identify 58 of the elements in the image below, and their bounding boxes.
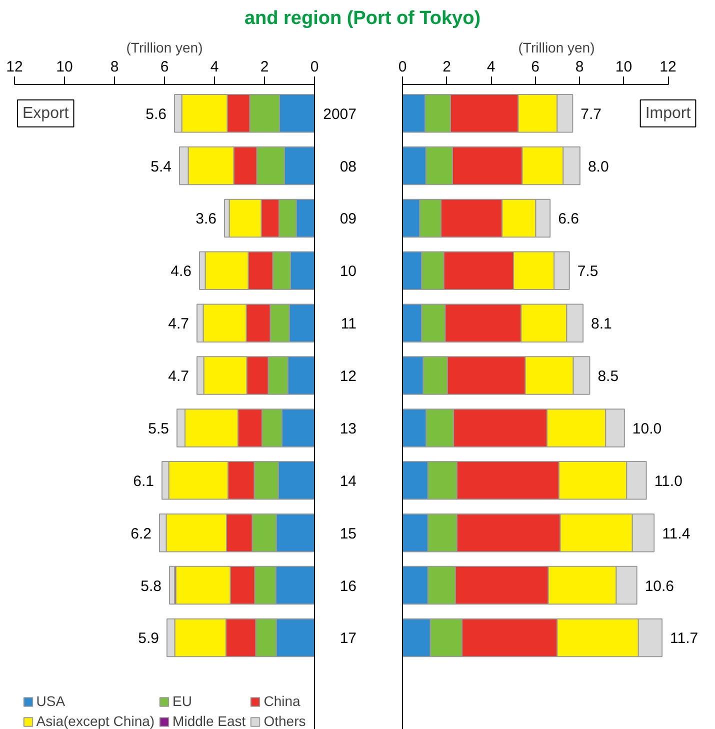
total-label: 7.7: [580, 106, 602, 123]
total-label: 10.6: [644, 578, 674, 595]
y-tick-label: 2007: [323, 106, 357, 123]
legend-label: EU: [172, 693, 193, 709]
total-label: 4.6: [170, 263, 192, 280]
total-label: 6.6: [558, 210, 579, 228]
annotation: Import: [645, 104, 692, 122]
x-tick-label: 12: [6, 58, 23, 76]
total-label: 5.4: [150, 158, 172, 176]
y-tick-label: 09: [340, 210, 357, 228]
total-label: 11.7: [670, 630, 698, 648]
x-axis-title: (Trillion yen): [518, 40, 595, 56]
x-tick-label: 2: [260, 58, 269, 76]
y-tick-label: 16: [340, 578, 357, 595]
x-tick-label: 0: [310, 58, 319, 76]
y-tick-label: 11: [340, 316, 357, 333]
x-tick-label: 10: [56, 58, 73, 76]
y-tick-label: 12: [340, 368, 357, 386]
y-tick-label: 14: [340, 472, 357, 490]
total-label: 11.0: [654, 472, 682, 490]
y-tick-label: 10: [340, 263, 357, 280]
x-tick-label: 2: [442, 58, 451, 76]
legend-label: USA: [36, 693, 66, 709]
x-tick-label: 6: [160, 58, 169, 76]
x-tick-label: 0: [398, 58, 407, 76]
total-label: 4.7: [168, 368, 190, 386]
legend-label: China: [264, 693, 300, 709]
total-label: 4.7: [168, 316, 190, 333]
y-tick-label: 15: [340, 525, 357, 542]
x-tick-label: 4: [210, 58, 219, 76]
total-label: 3.6: [196, 210, 217, 228]
total-label: 8.5: [598, 368, 619, 386]
total-label: 6.1: [133, 472, 154, 490]
legend-label: Asia(except China): [36, 713, 155, 729]
y-tick-label: 08: [340, 158, 357, 176]
y-tick-label: 13: [340, 420, 357, 438]
legend-label: Others: [264, 713, 306, 729]
total-label: 10.0: [632, 420, 662, 438]
x-axis-title: (Trillion yen): [126, 40, 203, 56]
total-label: 5.9: [138, 630, 160, 648]
total-label: 7.5: [577, 263, 598, 280]
total-label: 8.1: [591, 316, 612, 333]
x-tick-label: 4: [486, 58, 496, 76]
legend-label: Middle East: [172, 713, 246, 729]
x-tick-label: 12: [660, 58, 676, 76]
total-label: 6.2: [130, 525, 152, 542]
total-label: 5.6: [146, 106, 167, 123]
total-label: 5.5: [148, 420, 170, 438]
total-label: 8.0: [588, 158, 609, 176]
x-tick-label: 10: [615, 58, 632, 76]
text: and region (Port of Tokyo): [244, 7, 481, 31]
x-tick-label: 6: [531, 58, 540, 76]
total-label: 5.8: [140, 578, 162, 595]
total-label: 11.4: [662, 525, 690, 542]
x-tick-label: 8: [575, 58, 584, 76]
annotation: Export: [22, 104, 70, 122]
y-tick-label: 17: [340, 630, 357, 648]
x-tick-label: 8: [110, 58, 119, 76]
